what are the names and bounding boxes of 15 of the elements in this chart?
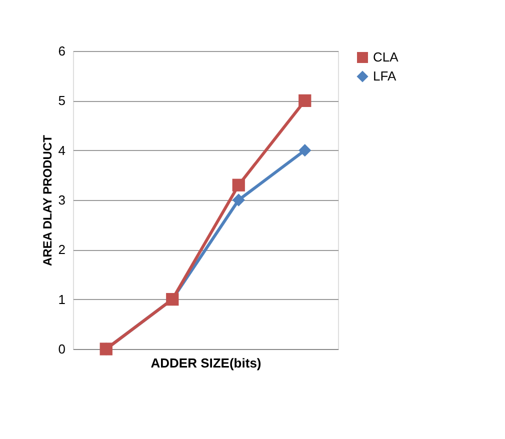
- point: [298, 144, 312, 157]
- y-tick-label: 3: [58, 192, 66, 208]
- point: [232, 194, 245, 206]
- legend-label: CLA: [373, 50, 399, 64]
- y-tick-label: 1: [58, 292, 66, 307]
- point: [232, 178, 245, 192]
- y-tick-label: 2: [58, 242, 66, 258]
- y-tick-label: 4: [58, 142, 66, 158]
- y-axis-title: AREA DLAY PRODUCT: [40, 134, 54, 266]
- y-tick-label: 0: [58, 342, 66, 356]
- point: [298, 94, 312, 107]
- x-axis-title: ADDER SIZE(bits): [150, 356, 262, 370]
- y-tick-label: 5: [58, 93, 66, 108]
- legend-label: LFA: [373, 68, 396, 84]
- y-tick-label: 6: [58, 44, 66, 58]
